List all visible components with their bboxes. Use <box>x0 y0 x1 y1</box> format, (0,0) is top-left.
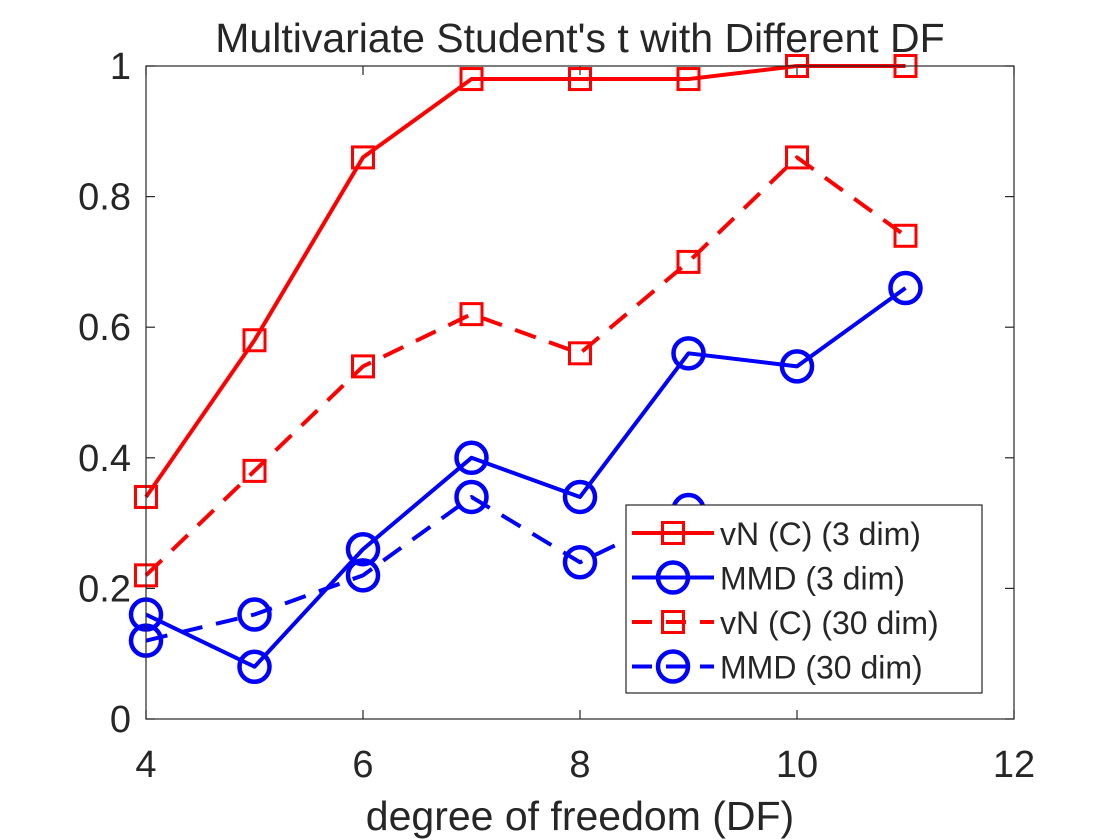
data-point <box>671 336 706 371</box>
data-point <box>345 558 381 593</box>
series-line <box>145 286 907 669</box>
data-point <box>459 67 484 92</box>
x-tick-label: 8 <box>569 744 590 786</box>
ticks: 4 6 8 10 12 0 0.2 0.4 0.6 0.8 1 <box>78 46 1035 786</box>
legend-label: MMD (3 dim) <box>720 561 905 597</box>
data-point <box>242 328 267 353</box>
data-point <box>242 458 267 483</box>
data-point <box>893 223 918 248</box>
legend: vN (C) (3 dim) MMD (3 dim) vN (C) (30 dim)… <box>625 504 983 694</box>
legend-label: MMD (30 dim) <box>720 650 923 686</box>
data-point <box>562 479 598 515</box>
data-point <box>345 531 381 567</box>
legend-marker <box>661 610 685 634</box>
y-tick-label: 0 <box>110 699 131 741</box>
data-point <box>237 597 272 632</box>
y-tick-label: 0.4 <box>78 438 131 480</box>
data-point <box>785 145 809 170</box>
x-tick-label: 6 <box>352 744 373 786</box>
data-point <box>459 302 484 327</box>
chart-title: Multivariate Student's t with Different … <box>215 15 944 61</box>
data-point <box>568 341 592 366</box>
legend-marker <box>661 521 685 545</box>
data-point <box>454 440 489 476</box>
legend-marker <box>655 649 691 684</box>
y-tick-label: 0.2 <box>78 568 131 610</box>
data-point <box>888 270 923 306</box>
x-tick-label: 10 <box>776 744 818 786</box>
data-point <box>454 479 489 515</box>
series-line <box>144 155 907 577</box>
plot-frame <box>145 65 1015 720</box>
data-point <box>676 249 701 274</box>
legend-label: vN (C) (3 dim) <box>720 516 921 552</box>
legend-label: vN (C) (30 dim) <box>720 605 939 641</box>
x-tick-label: 12 <box>993 744 1035 786</box>
y-tick-label: 0.8 <box>78 177 131 219</box>
data-point <box>351 145 375 170</box>
x-axis-label: degree of freedom (DF) <box>366 793 794 839</box>
series-3 <box>134 145 918 588</box>
data-point <box>779 349 815 384</box>
data-point <box>351 354 375 379</box>
data-point <box>237 649 272 685</box>
legend-marker <box>655 560 691 595</box>
data-point <box>562 545 598 580</box>
x-tick-label: 4 <box>135 744 156 786</box>
data-point <box>568 67 592 92</box>
data-point <box>676 67 701 92</box>
y-tick-label: 1 <box>110 46 131 88</box>
y-tick-label: 0.6 <box>78 307 131 349</box>
series-line <box>144 64 906 499</box>
